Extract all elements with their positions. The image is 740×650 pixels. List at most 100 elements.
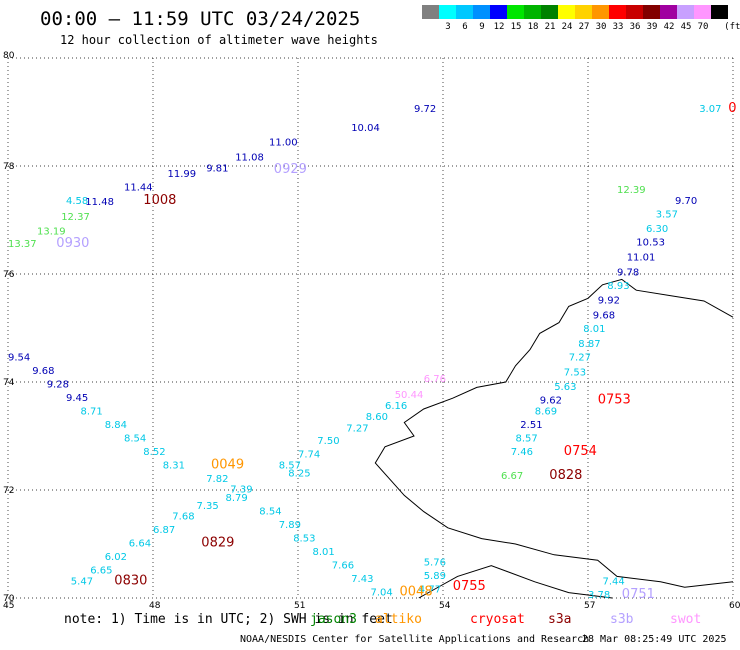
wave-height-label: 7.66 [332,560,354,571]
lat-tick-label: 74 [3,378,15,388]
wave-height-label: 8.31 [163,460,185,471]
wave-height-label: 7.74 [298,450,320,461]
wave-height-label: 9.45 [66,393,88,404]
wave-height-label: 11.08 [235,153,264,164]
wave-height-label: 12.39 [617,185,646,196]
scale-label: 12 [493,22,505,32]
scale-swatch [456,5,473,19]
lon-tick-label: 48 [149,601,161,610]
scale-label: 21 [544,22,556,32]
satellite-legend-s3b: s3b [610,612,634,627]
scale-label: 15 [510,22,522,32]
wave-height-label: 9.81 [206,163,228,174]
wave-height-label: 4.58 [66,196,88,207]
lon-tick-label: 57 [584,601,595,610]
scale-swatch [524,5,541,19]
scale-swatch [626,5,643,19]
lon-tick-label: 54 [439,601,451,610]
satellite-legend-swot: swot [670,612,702,627]
wave-height-label: 9.92 [598,296,620,307]
wave-height-label: 8.57 [279,460,301,471]
scale-swatch [677,5,694,19]
wave-height-label: 6.76 [424,374,446,385]
scale-label: 30 [595,22,607,32]
wave-height-label: 8.60 [366,412,388,423]
scale-swatch [660,5,677,19]
wave-height-label: 9.62 [540,396,562,407]
pass-time-label: 0830 [114,574,147,589]
wave-height-label: 6.64 [129,539,151,550]
wave-height-label: 7.04 [371,587,393,598]
pass-time-label: 0751 [622,587,655,602]
wave-height-label: 7.44 [603,577,625,588]
note-text: note: 1) Time is in UTC; 2) SWH is in fe… [64,612,393,627]
wave-height-label: 8.01 [583,324,605,335]
footer-credit: NOAA/NESDIS Center for Satellite Applica… [240,634,590,645]
wave-height-label: 5.76 [424,558,446,569]
wave-height-label: 8.25 [288,469,310,480]
scale-swatch [490,5,507,19]
wave-height-label: 6.67 [501,471,523,482]
wave-height-label: 3.57 [656,209,678,220]
scale-swatch [558,5,575,19]
pass-time-label: 0048 [400,584,433,599]
wave-height-label: 6.02 [105,552,127,563]
scale-label: 6 [462,22,468,32]
satellite-legend-altiko: altiko [375,612,422,627]
scale-swatch [439,5,456,19]
wave-height-label: 8.54 [259,506,281,517]
mainland-coast [418,565,613,599]
wave-height-label: 5.63 [554,382,576,393]
wave-height-label: 13.37 [8,239,37,250]
scale-label: 42 [663,22,675,32]
wave-height-label: 3.78 [588,590,610,601]
wave-height-map: 45 48 51 54 57 60 80 78 76 74 72 70 3.07 0 4.58 1008 12.… [3,51,740,610]
wave-height-label: 2.51 [520,420,542,431]
wave-height-label: 7.43 [351,574,373,585]
lat-tick-label: 72 [3,486,14,496]
scale-label: 33 [612,22,624,32]
scale-label: 24 [561,22,573,32]
lat-tick-label: 70 [3,594,15,604]
scale-label: 9 [479,22,485,32]
wave-height-label: 8.71 [81,406,103,417]
satellite-legend-cryosat: cryosat [470,612,525,627]
map-subtitle: 12 hour collection of altimeter wave hei… [60,33,378,47]
wave-height-label: 11.44 [124,182,153,193]
scale-swatch [609,5,626,19]
pass-time-label: 0753 [598,393,631,408]
scale-label: 3 [445,22,451,32]
wave-height-label: 11.99 [168,169,197,180]
pass-time-label: 0929 [274,162,307,177]
wave-height-label: 9.28 [47,379,69,390]
scale-label: 45 [680,22,692,32]
pass-time-label: 0829 [201,536,234,551]
wave-height-label: 8.52 [143,447,165,458]
coastline [374,278,734,588]
wave-height-label: 5.89 [424,571,446,582]
wave-height-label: 10.53 [636,237,665,248]
wave-height-label: 8.69 [535,406,557,417]
scale-swatch [592,5,609,19]
scale-swatch [473,5,490,19]
wave-height-label: 11.00 [269,138,298,149]
satellite-legend-jason3: jason3 [310,612,357,627]
wave-height-label: 11.01 [627,253,656,264]
footer-timestamp: 28 Mar 08:25:49 UTC 2025 [582,634,727,645]
scale-swatch [422,5,439,19]
wave-height-label: 6.87 [153,525,175,536]
lat-tick-label: 76 [3,270,15,280]
wave-height-label: 7.39 [230,485,252,496]
wave-height-label: 6.65 [90,566,112,577]
satellite-legend-s3a: s3a [548,612,572,627]
wave-height-label: 7.27 [346,424,368,435]
wave-height-label: 8.79 [226,493,248,504]
scale-unit: (ft) [724,22,740,32]
wave-height-label: 9.70 [675,196,697,207]
pass-time-label: 0049 [211,457,244,472]
wave-height-label: 8.01 [313,547,335,558]
wave-height-label: 7.50 [317,436,339,447]
wave-height-label: 4.77 [419,585,441,596]
pass-time-label: 0755 [453,579,486,594]
scale-label: 36 [629,22,641,32]
